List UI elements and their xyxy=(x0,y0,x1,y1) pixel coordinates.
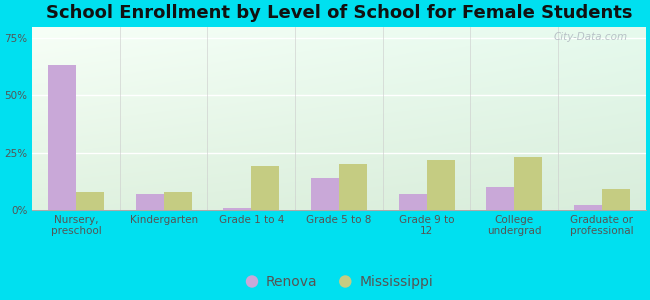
Bar xyxy=(426,160,455,210)
Bar xyxy=(76,192,104,210)
Bar xyxy=(311,178,339,210)
Text: City-Data.com: City-Data.com xyxy=(553,32,627,42)
Bar xyxy=(252,167,280,210)
Bar xyxy=(339,164,367,210)
Bar xyxy=(574,206,602,210)
Bar xyxy=(398,194,426,210)
Title: School Enrollment by Level of School for Female Students: School Enrollment by Level of School for… xyxy=(46,4,632,22)
Bar xyxy=(486,187,514,210)
Bar xyxy=(164,192,192,210)
Legend: Renova, Mississippi: Renova, Mississippi xyxy=(239,270,439,295)
Bar xyxy=(223,208,252,210)
Bar xyxy=(514,157,542,210)
Bar xyxy=(48,65,76,210)
Bar xyxy=(136,194,164,210)
Bar xyxy=(602,189,630,210)
